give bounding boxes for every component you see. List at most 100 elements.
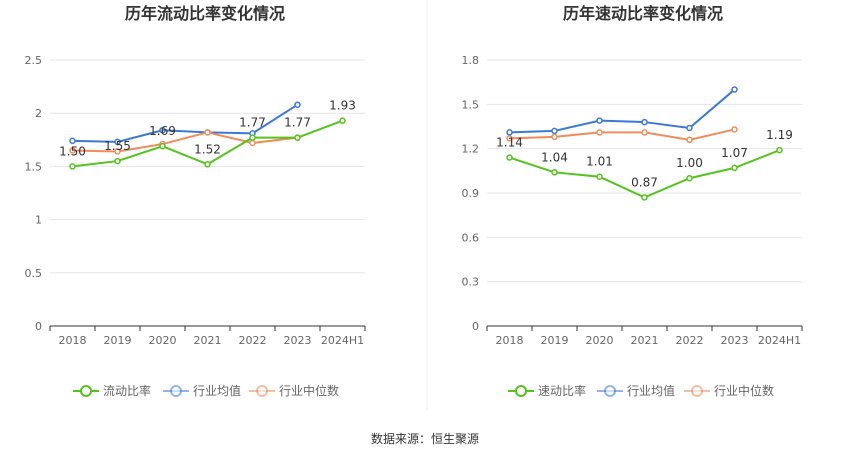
legend-label: 行业均值 <box>627 383 675 398</box>
y-tick-label: 2 <box>35 107 42 120</box>
x-tick-label: 2018 <box>496 334 524 347</box>
x-tick-label: 2018 <box>59 334 87 347</box>
legend-label: 速动比率 <box>538 383 586 398</box>
data-label: 1.50 <box>59 144 86 158</box>
data-point <box>731 126 738 133</box>
data-label: 1.04 <box>541 150 568 164</box>
data-point <box>551 127 558 135</box>
x-tick-label: 2020 <box>149 334 177 347</box>
data-point <box>596 117 603 124</box>
legend-item[interactable]: 速动比率 <box>508 383 586 398</box>
legend-label: 行业中位数 <box>714 383 774 398</box>
y-tick-label: 0 <box>472 320 479 333</box>
data-label: 1.77 <box>239 116 266 130</box>
data-point <box>114 157 121 165</box>
data-point <box>686 136 693 144</box>
y-tick-label: 1.5 <box>462 98 480 111</box>
data-label: 1.52 <box>194 142 221 156</box>
x-tick-label: 2024H1 <box>758 334 801 347</box>
legend-item[interactable]: 行业均值 <box>163 383 241 398</box>
legend-marker <box>515 385 527 397</box>
legend-item[interactable]: 行业中位数 <box>684 383 774 398</box>
data-point <box>114 138 121 146</box>
y-tick-label: 1.2 <box>462 143 480 156</box>
x-tick-label: 2024H1 <box>321 334 364 347</box>
legend-marker <box>691 385 703 397</box>
data-point <box>339 117 346 124</box>
data-point <box>686 124 693 132</box>
quick-ratio-chart: 历年速动比率变化情况 0 0.3 0.6 0.9 1.2 1.5 1.8 2018 2019 202… <box>462 4 803 398</box>
data-point <box>731 164 738 172</box>
source-label: 数据来源：恒生聚源 <box>371 431 479 446</box>
data-point <box>114 148 121 155</box>
data-point <box>159 126 166 134</box>
legend-item[interactable]: 行业中位数 <box>249 383 339 398</box>
x-tick-label: 2022 <box>676 334 704 347</box>
series-line <box>72 131 298 153</box>
data-point <box>731 86 738 93</box>
legend-item[interactable]: 流动比率 <box>73 383 151 398</box>
data-point <box>506 135 513 142</box>
x-tick-label: 2021 <box>194 334 222 347</box>
data-label: 1.00 <box>676 156 703 170</box>
y-tick-label: 0.6 <box>462 231 480 244</box>
chart-title: 历年速动比率变化情况 <box>563 4 723 23</box>
x-tick-label: 2019 <box>541 334 569 347</box>
data-point <box>506 154 513 161</box>
data-point <box>249 139 256 147</box>
data-point <box>596 173 603 180</box>
legend-label: 行业中位数 <box>279 383 339 398</box>
x-tick-label: 2021 <box>631 334 659 347</box>
data-point <box>596 129 603 136</box>
data-point <box>776 146 783 154</box>
series-line <box>509 128 735 141</box>
chart-title: 历年流动比率变化情况 <box>125 4 285 23</box>
series-line <box>509 88 736 134</box>
legend-label: 流动比率 <box>103 383 151 398</box>
data-label: 1.07 <box>721 146 748 160</box>
legend-marker <box>604 385 616 397</box>
x-tick-label: 2022 <box>239 334 267 347</box>
data-point <box>551 133 558 141</box>
data-label: 1.01 <box>586 155 613 169</box>
data-point <box>686 174 693 182</box>
data-point <box>69 137 76 145</box>
y-tick-label: 1.5 <box>25 160 43 173</box>
data-label: 1.77 <box>284 116 311 130</box>
data-label: 1.19 <box>766 128 793 142</box>
data-point <box>204 161 211 168</box>
data-point <box>69 147 76 154</box>
legend-marker <box>170 385 182 397</box>
data-point <box>551 169 558 176</box>
series-line <box>72 103 299 143</box>
data-point <box>506 129 513 136</box>
y-tick-label: 0.9 <box>462 187 480 200</box>
data-label: 1.69 <box>149 124 176 138</box>
y-tick-label: 0.5 <box>25 267 43 280</box>
x-tick-label: 2023 <box>284 334 312 347</box>
data-point <box>249 134 256 141</box>
data-point <box>641 194 648 201</box>
data-label: 1.55 <box>104 139 131 153</box>
x-tick-label: 2019 <box>104 334 132 347</box>
data-point <box>294 101 301 108</box>
data-point <box>204 129 211 136</box>
data-label: 0.87 <box>631 175 658 189</box>
data-point <box>294 134 301 141</box>
y-tick-label: 1 <box>35 214 42 227</box>
legend-item[interactable]: 行业均值 <box>597 383 675 398</box>
data-point <box>641 129 648 136</box>
y-tick-label: 0.3 <box>462 276 480 289</box>
x-tick-label: 2023 <box>721 334 749 347</box>
data-point <box>69 163 76 170</box>
legend-label: 行业均值 <box>193 383 241 398</box>
legend-marker <box>256 385 268 397</box>
data-label: 1.93 <box>329 99 356 113</box>
y-tick-label: 0 <box>35 320 42 333</box>
y-tick-label: 2.5 <box>25 54 43 67</box>
data-point <box>159 142 166 150</box>
legend-marker <box>80 385 92 397</box>
data-label: 1.14 <box>496 136 523 150</box>
